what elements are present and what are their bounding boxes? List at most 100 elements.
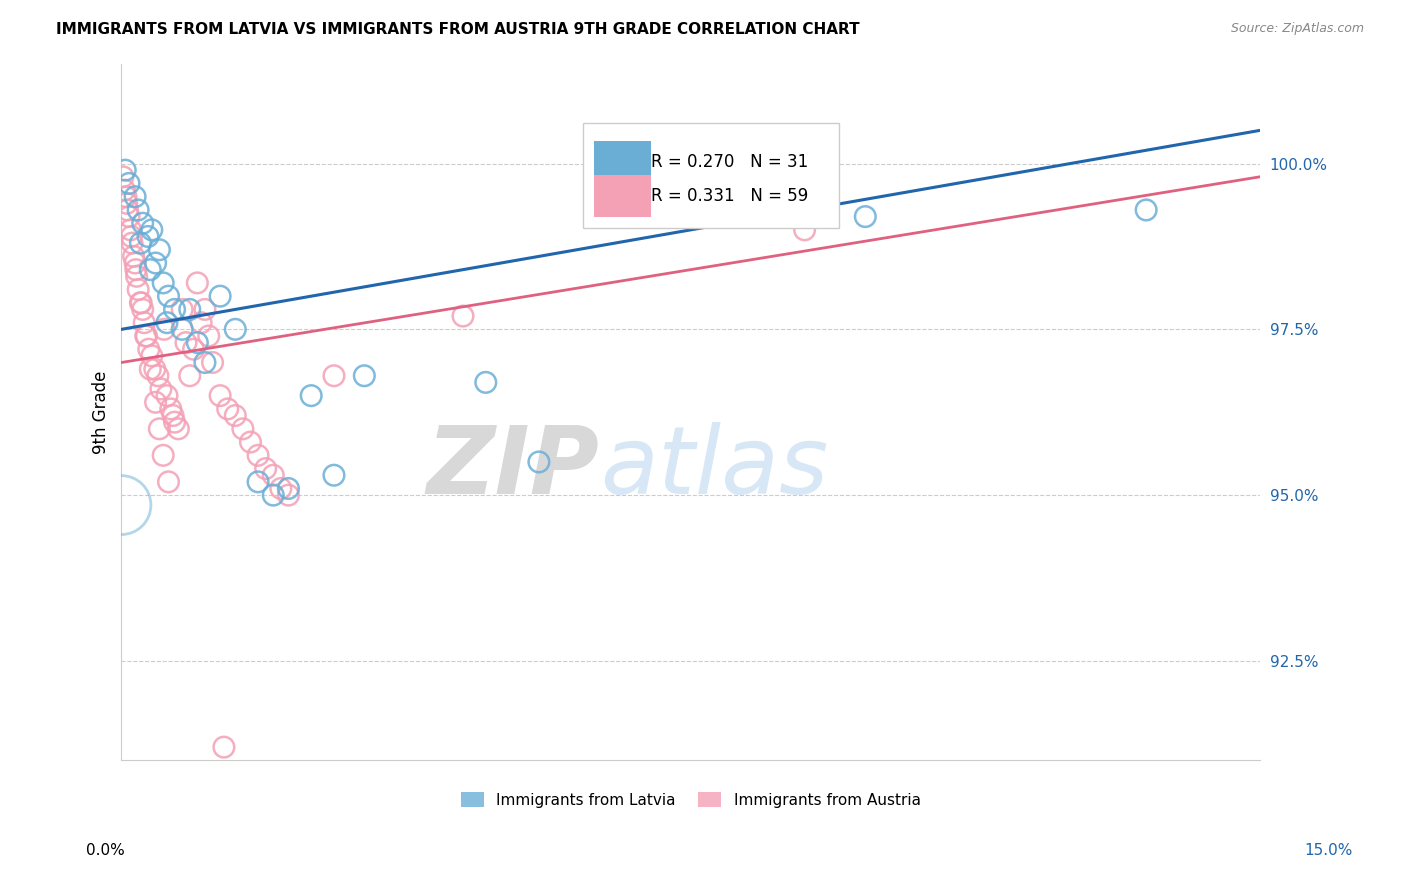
Point bbox=[451, 309, 474, 323]
Point bbox=[135, 329, 157, 343]
Point bbox=[201, 355, 224, 369]
Point bbox=[148, 243, 170, 257]
Point bbox=[183, 343, 205, 357]
Point bbox=[124, 190, 146, 204]
Point bbox=[299, 389, 322, 403]
Point bbox=[224, 322, 246, 336]
Point bbox=[114, 163, 136, 178]
Point bbox=[247, 475, 270, 489]
Point bbox=[157, 289, 180, 303]
Point bbox=[232, 422, 254, 436]
Point bbox=[152, 448, 174, 462]
Point bbox=[122, 249, 145, 263]
Point bbox=[186, 276, 208, 290]
Point bbox=[134, 316, 156, 330]
Point bbox=[167, 422, 190, 436]
Point bbox=[179, 368, 201, 383]
Point bbox=[115, 196, 138, 211]
Point bbox=[131, 302, 153, 317]
Point bbox=[172, 322, 194, 336]
Point bbox=[277, 488, 299, 502]
Point bbox=[127, 283, 149, 297]
Point bbox=[186, 335, 208, 350]
Text: R = 0.270   N = 31: R = 0.270 N = 31 bbox=[651, 153, 808, 170]
Point bbox=[135, 329, 157, 343]
Point bbox=[141, 223, 163, 237]
FancyBboxPatch shape bbox=[593, 176, 651, 218]
Point bbox=[172, 302, 194, 317]
Point bbox=[127, 202, 149, 217]
Point bbox=[239, 435, 262, 450]
Point bbox=[118, 177, 141, 191]
Point bbox=[110, 498, 132, 512]
Point bbox=[217, 401, 239, 416]
Point bbox=[212, 740, 235, 755]
Point bbox=[156, 316, 179, 330]
Point bbox=[121, 236, 143, 251]
Point bbox=[209, 289, 232, 303]
Point bbox=[129, 295, 152, 310]
Point bbox=[141, 349, 163, 363]
Point bbox=[323, 468, 346, 483]
Point bbox=[129, 236, 152, 251]
Point bbox=[475, 376, 498, 390]
Point bbox=[136, 229, 159, 244]
Point bbox=[853, 210, 876, 224]
Text: 15.0%: 15.0% bbox=[1305, 843, 1353, 858]
Point bbox=[125, 269, 148, 284]
Point bbox=[793, 223, 815, 237]
Point bbox=[131, 216, 153, 230]
Point bbox=[145, 395, 167, 409]
Text: R = 0.331   N = 59: R = 0.331 N = 59 bbox=[651, 187, 808, 205]
Point bbox=[174, 335, 197, 350]
Point bbox=[194, 355, 217, 369]
FancyBboxPatch shape bbox=[593, 141, 651, 183]
Point bbox=[146, 368, 169, 383]
Y-axis label: 9th Grade: 9th Grade bbox=[93, 370, 110, 454]
Point bbox=[254, 461, 277, 475]
Point bbox=[138, 343, 160, 357]
Point bbox=[114, 183, 136, 197]
Text: Source: ZipAtlas.com: Source: ZipAtlas.com bbox=[1230, 22, 1364, 36]
Point bbox=[115, 190, 138, 204]
Point bbox=[262, 488, 284, 502]
Point bbox=[224, 409, 246, 423]
Text: atlas: atlas bbox=[599, 423, 828, 514]
Point bbox=[124, 256, 146, 270]
Point bbox=[163, 415, 186, 429]
Point bbox=[139, 262, 162, 277]
Legend: Immigrants from Latvia, Immigrants from Austria: Immigrants from Latvia, Immigrants from … bbox=[453, 784, 928, 815]
Point bbox=[111, 169, 134, 184]
Point bbox=[153, 322, 176, 336]
Point bbox=[120, 229, 142, 244]
Point bbox=[353, 368, 375, 383]
Point bbox=[527, 455, 550, 469]
Point bbox=[209, 389, 232, 403]
Point bbox=[129, 295, 152, 310]
Point bbox=[323, 368, 346, 383]
Point bbox=[152, 276, 174, 290]
Point bbox=[1135, 202, 1157, 217]
Point bbox=[125, 262, 148, 277]
Point bbox=[159, 401, 181, 416]
Point bbox=[194, 302, 217, 317]
FancyBboxPatch shape bbox=[582, 123, 839, 227]
Point bbox=[143, 362, 166, 376]
Point bbox=[145, 256, 167, 270]
Point bbox=[197, 329, 219, 343]
Text: 0.0%: 0.0% bbox=[86, 843, 125, 858]
Point bbox=[190, 316, 212, 330]
Point bbox=[163, 302, 186, 317]
Point bbox=[270, 482, 292, 496]
Point bbox=[120, 223, 142, 237]
Text: IMMIGRANTS FROM LATVIA VS IMMIGRANTS FROM AUSTRIA 9TH GRADE CORRELATION CHART: IMMIGRANTS FROM LATVIA VS IMMIGRANTS FRO… bbox=[56, 22, 860, 37]
Point bbox=[156, 389, 179, 403]
Point bbox=[162, 409, 184, 423]
Point bbox=[157, 475, 180, 489]
Point bbox=[117, 202, 139, 217]
Point bbox=[277, 482, 299, 496]
Text: ZIP: ZIP bbox=[427, 422, 599, 514]
Point bbox=[139, 362, 162, 376]
Point bbox=[179, 302, 201, 317]
Point bbox=[149, 382, 172, 396]
